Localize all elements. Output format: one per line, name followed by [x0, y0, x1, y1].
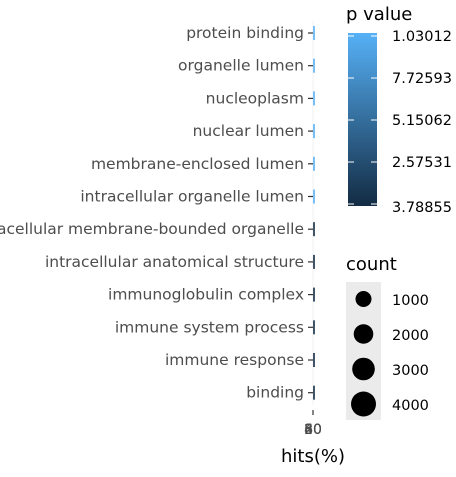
legend-color-label: 2.57531 [392, 155, 452, 171]
legend-color-label: 7.72593 [392, 71, 452, 87]
legend-size-label: 1000 [392, 293, 429, 309]
y-tick-label: immune response [165, 351, 304, 369]
x-axis-title: hits(%) [281, 446, 345, 467]
y-tick-label: immune system process [115, 318, 304, 336]
x-tick-label: 40 [304, 422, 322, 438]
legend-colorbar-ticks [348, 35, 377, 205]
legend-color-label: 5.15062 [392, 113, 452, 129]
y-tick-label: membrane-enclosed lumen [91, 155, 304, 173]
y-tick-label: intracellular membrane-bounded organelle [0, 220, 304, 238]
legend-size-key-3000 [352, 357, 375, 381]
y-tick-label: immunoglobulin complex [108, 286, 304, 304]
y-tick-label: protein binding [186, 24, 304, 42]
legend-color: p value 1.03012 7.72593 5.15062 2.57531 … [346, 4, 452, 216]
y-tick-label: organelle lumen [178, 57, 304, 75]
legend-size-title: count [346, 254, 397, 275]
legend-size-label: 3000 [392, 363, 429, 379]
y-tick-label: nucleoplasm [206, 89, 304, 107]
legend-size-key-4000 [351, 391, 376, 417]
y-axis: protein binding organelle lumen nucleoplas… [0, 21, 315, 405]
x-tick-label: 80 [304, 422, 322, 438]
y-tick-label: intracellular anatomical structure [45, 253, 304, 271]
x-tick-label: 60 [304, 422, 322, 438]
legend-size-label: 4000 [392, 398, 429, 414]
legend-size: count 1000 2000 3000 4000 [346, 254, 429, 420]
x-axis: 20 40 60 80 hits(%) [281, 410, 345, 467]
y-tick-label: nuclear lumen [193, 122, 304, 140]
legend-color-title: p value [346, 4, 412, 25]
legend-size-key-2000 [353, 324, 374, 344]
y-tick-label: binding [246, 384, 304, 402]
legend-size-key-1000 [355, 291, 372, 307]
x-tick-label: 20 [304, 422, 322, 438]
y-tick-label: intracellular organelle lumen [80, 188, 304, 206]
legend-color-label: 3.78855 [392, 200, 452, 216]
legend-size-label: 2000 [392, 328, 429, 344]
legend-color-label: 1.03012 [392, 29, 452, 45]
